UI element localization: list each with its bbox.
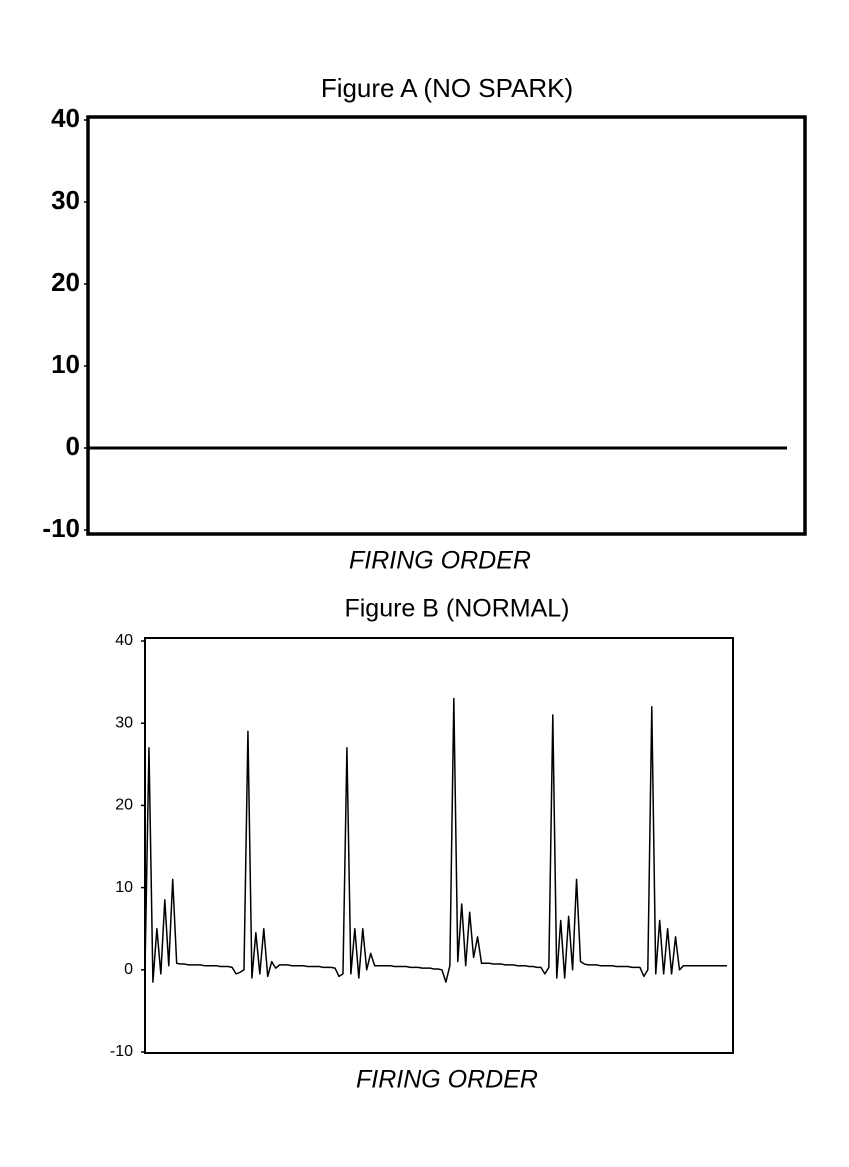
plot-frame: [86, 115, 807, 536]
y-tick-label: 30: [51, 185, 80, 215]
y-tick-label: -10: [110, 1043, 133, 1060]
x-axis-label: FIRING ORDER: [349, 547, 531, 575]
y-tick-label: -10: [42, 513, 80, 543]
y-tick-label: 0: [66, 431, 80, 461]
x-axis-label: FIRING ORDER: [356, 1066, 538, 1094]
y-tick-label: 10: [51, 349, 80, 379]
y-tick-label: 40: [51, 103, 80, 133]
y-tick-label: 40: [115, 632, 133, 649]
plot-frame: [144, 637, 734, 1054]
y-tick-label: 0: [124, 961, 133, 978]
y-tick-label: 30: [115, 714, 133, 731]
chart-title: Figure A (NO SPARK): [321, 73, 573, 103]
y-tick-label: 20: [51, 267, 80, 297]
chart-title: Figure B (NORMAL): [344, 595, 569, 623]
line: [144, 697, 727, 983]
y-tick-label: 20: [115, 797, 133, 814]
y-tick-label: 10: [115, 879, 133, 896]
